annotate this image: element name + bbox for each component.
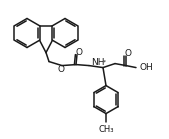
Text: O: O <box>125 49 131 58</box>
Text: CH₃: CH₃ <box>98 125 114 134</box>
Text: NH: NH <box>91 58 104 67</box>
Text: O: O <box>76 48 82 57</box>
Text: *: * <box>102 60 106 65</box>
Text: O: O <box>57 65 65 74</box>
Text: OH: OH <box>140 63 154 72</box>
